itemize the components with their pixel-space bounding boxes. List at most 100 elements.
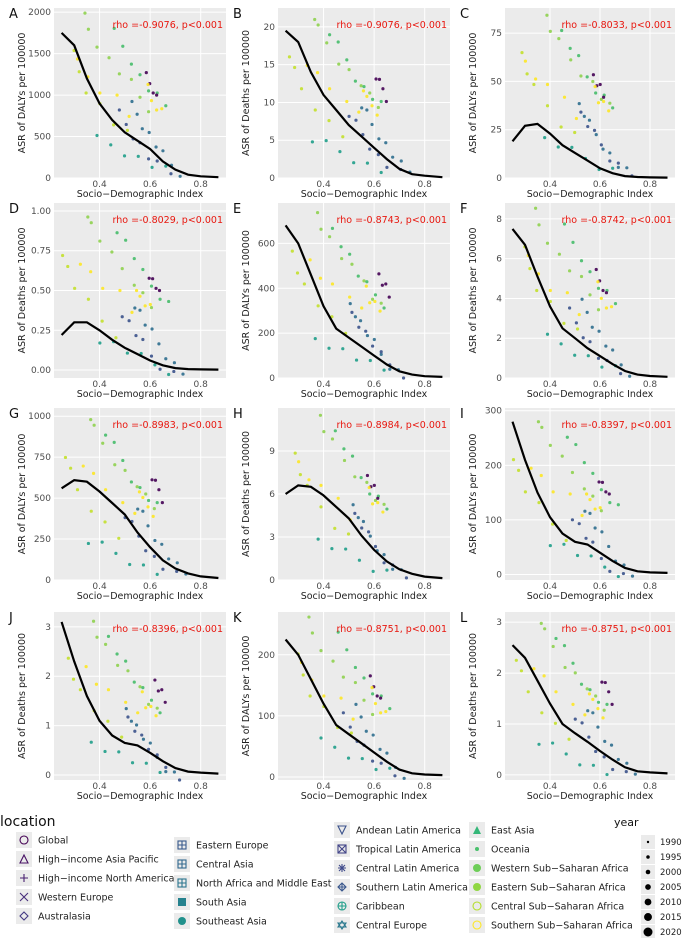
y-tick-label: 0 [496,374,502,384]
data-point [586,354,590,358]
data-point [625,166,629,170]
data-point [594,267,598,272]
data-point [529,466,533,470]
legend-item: Andean Latin America [334,822,461,838]
data-point [133,306,137,310]
y-tick-label: 75 [491,29,502,39]
data-point [361,89,366,93]
y-tick-label: 6 [496,255,502,265]
data-point [602,99,606,104]
data-point [590,325,594,329]
data-point [597,480,601,484]
year-label: 2000 [660,868,682,878]
y-tick-label: 0 [269,576,275,586]
data-point [177,778,182,782]
data-point [573,353,577,357]
data-point [120,735,124,739]
data-point [103,749,107,754]
legend-symbol [338,864,346,872]
data-point [351,503,355,507]
plot-background [278,203,450,378]
data-point [543,136,547,140]
y-tick-label: 10 [264,98,276,108]
data-point [126,715,130,719]
data-point [141,737,146,741]
data-point [388,367,392,371]
y-axis-title: ASR of Deaths per 100000 [468,633,479,759]
data-point [367,485,371,490]
data-point [625,761,629,765]
data-point [362,698,366,702]
data-point [153,478,158,482]
data-point [388,707,392,711]
data-point [368,674,372,678]
legend-symbol [338,902,346,910]
legend-item: Tropical Latin America [334,841,461,857]
data-point [593,85,597,89]
data-point [368,358,372,363]
data-point [63,455,68,460]
data-point [339,245,343,249]
data-point [92,423,96,427]
fitted-curve [284,484,443,580]
data-point [151,514,155,518]
data-point [554,690,558,694]
y-tick-label: 1500 [28,50,51,60]
data-point [341,711,345,715]
data-point [609,305,614,309]
x-tick-label: 0.6 [367,582,382,592]
data-point [313,337,317,341]
data-point [585,492,589,496]
data-point [149,284,154,288]
data-point [378,747,382,751]
data-point [84,91,88,95]
data-point [371,97,375,101]
y-axis-title: ASR of Deaths per 100000 [17,633,28,759]
data-point [609,743,614,747]
x-tick-label: 0.4 [543,180,558,190]
data-point [297,460,301,464]
panel-label: G [9,407,19,422]
data-point [354,702,358,707]
panel-D: 0.00 0.25 0.50 0.75 1.00 0.4 0.6 0.8Socio−Demog… [9,202,226,400]
data-point [580,513,584,518]
data-point [528,267,532,271]
data-point [611,106,615,110]
data-point [359,715,363,719]
legend: location Global High−income Asia Pacific Hi… [0,814,682,938]
data-point [130,99,134,104]
data-point [568,46,572,50]
data-point [310,631,314,635]
data-point [127,319,131,323]
legend-symbol [19,835,29,845]
data-point [360,526,364,530]
data-point [153,363,157,367]
y-axis-title: ASR of DALYs per 100000 [241,230,252,351]
data-point [371,569,375,574]
data-point [514,658,518,662]
data-point [128,562,132,567]
y-tick-label: 0 [269,374,275,384]
y-axis-title: ASR of Deaths per 100000 [241,30,252,156]
data-point [147,276,151,280]
data-point [144,761,148,765]
x-tick-label: 0.6 [593,180,608,190]
data-point [599,296,603,300]
data-point [336,496,340,500]
fitted-curve [511,228,668,378]
y-tick-label: 25 [491,126,502,136]
y-tick-label: 200 [258,329,275,339]
data-point [601,147,605,151]
data-point [160,542,164,546]
data-point [548,299,552,304]
data-point [539,473,543,478]
data-point [348,295,352,299]
data-point [140,733,144,737]
data-point [607,690,611,694]
data-point [155,501,159,505]
data-point [302,282,306,286]
data-point [348,252,352,256]
data-point [337,62,341,66]
data-point [525,72,529,76]
data-point [322,430,326,434]
